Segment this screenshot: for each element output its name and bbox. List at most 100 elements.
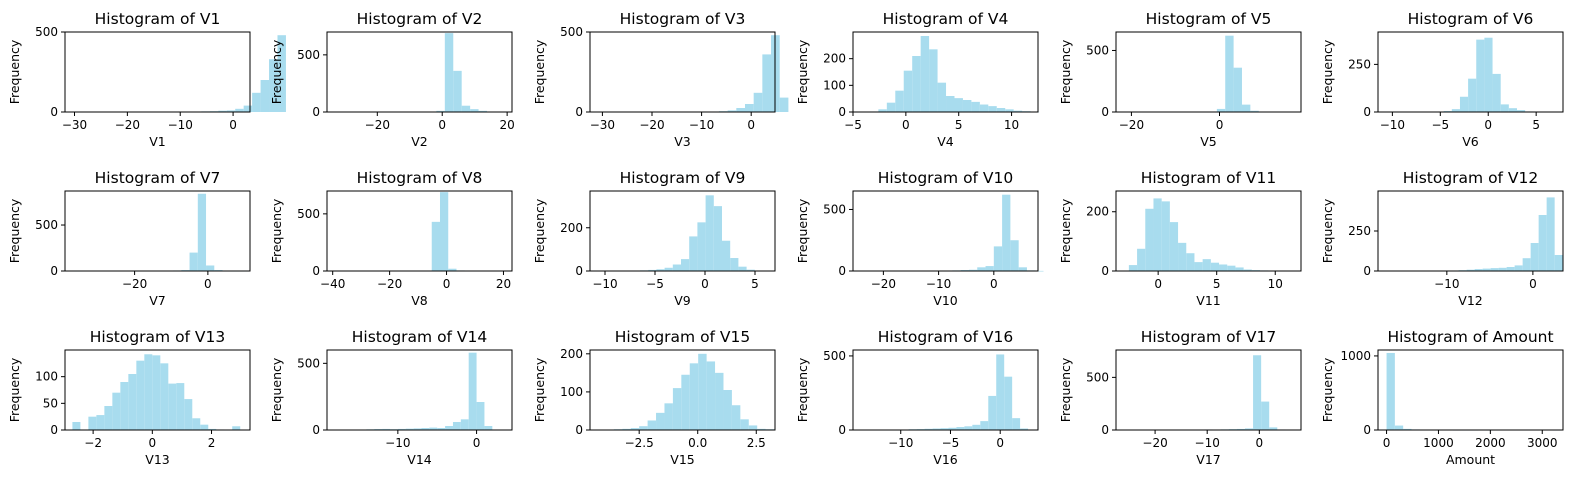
histogram-bar — [920, 36, 930, 112]
axes-frame — [326, 31, 513, 113]
histogram-bar — [88, 416, 97, 430]
histogram-bar — [1128, 265, 1138, 271]
y-tick-label: 500 — [1086, 43, 1109, 57]
histogram-bar — [736, 108, 745, 112]
histogram-bar — [226, 110, 236, 112]
x-tick-label: 5 — [751, 277, 759, 291]
histogram-bar — [235, 108, 244, 112]
histogram-bar — [705, 195, 714, 271]
x-tick-label: 2 — [208, 436, 216, 450]
x-tick-label: 0 — [990, 277, 998, 291]
y-tick-label: 500 — [297, 356, 320, 370]
histogram-bar — [757, 428, 766, 430]
histogram-bar — [1145, 208, 1154, 271]
x-tick-label: −20 — [365, 118, 390, 132]
y-tick-label: 100 — [823, 78, 846, 92]
histogram-bar — [996, 108, 1006, 112]
histogram-bar — [1161, 201, 1170, 271]
x-axis-label: V5 — [1200, 134, 1217, 149]
x-axis-label: Amount — [1446, 452, 1495, 467]
x-tick-label: 20 — [499, 118, 514, 132]
histogram-bar — [698, 353, 707, 430]
x-tick-label: 0 — [229, 118, 237, 132]
histogram-bar — [895, 90, 904, 112]
histogram-bar — [1012, 418, 1021, 430]
x-tick-label: 2.5 — [747, 436, 766, 450]
y-axis-label: Frequency — [1320, 39, 1335, 104]
axes-frame — [589, 31, 776, 113]
chart-title: Histogram of V9 — [620, 169, 746, 187]
histogram-bar — [689, 236, 698, 271]
histogram-bar — [962, 100, 972, 112]
histogram-bar — [1403, 428, 1412, 430]
x-tick-label: −20 — [1119, 118, 1144, 132]
x-axis-label: V13 — [145, 452, 169, 467]
histogram-bar — [269, 59, 278, 112]
histogram-bar — [468, 352, 477, 430]
histogram-bar — [912, 56, 921, 112]
histogram-bar — [144, 354, 153, 430]
histogram-bar — [1261, 401, 1270, 430]
histogram-bar — [727, 110, 737, 112]
axes-frame — [1115, 31, 1302, 113]
histogram-bar — [971, 101, 980, 112]
y-tick-label: 0 — [50, 423, 58, 437]
histogram-bar — [1490, 268, 1499, 271]
x-tick-label: 0 — [438, 118, 446, 132]
histogram-bar — [1227, 265, 1236, 271]
x-tick-label: 0 — [701, 277, 709, 291]
x-tick-label: −10 — [888, 436, 913, 450]
y-tick-label: 200 — [560, 347, 583, 361]
x-tick-label: 1000 — [1423, 436, 1454, 450]
histogram-bar — [656, 269, 665, 271]
x-tick-label: 0 — [902, 118, 910, 132]
histogram-bar — [1459, 96, 1469, 112]
histogram-bar — [444, 33, 454, 112]
histogram-bar — [436, 110, 445, 112]
y-axis-label: Frequency — [7, 357, 22, 422]
histogram-panel-1: −30 −20 −10 0 0 500 Histogram of V1 V1 Frequency — [7, 10, 286, 149]
x-tick-label: −10 — [168, 118, 193, 132]
histogram-bar — [1554, 255, 1563, 271]
axes-frame — [1377, 31, 1564, 113]
histogram-bar — [413, 428, 422, 430]
histogram-bar — [1386, 352, 1395, 430]
chart-title: Histogram of V8 — [357, 169, 483, 187]
histogram-bar — [1243, 269, 1252, 271]
histogram-bar — [779, 97, 789, 112]
histogram-bar — [639, 426, 648, 430]
x-tick-label: −10 — [385, 436, 410, 450]
x-axis-label: V16 — [933, 452, 958, 467]
histogram-bar — [1233, 67, 1242, 112]
histogram-bar — [1035, 270, 1044, 272]
x-tick-label: −30 — [590, 118, 615, 132]
x-tick-label: −5 — [1431, 118, 1449, 132]
histogram-panel-5: −20 0 0 500 Histogram of V5 V5 Frequency — [1058, 10, 1302, 149]
histogram-panel-7: −20 0 0 500 Histogram of V7 V7 Frequency — [7, 169, 251, 308]
y-tick-label: 0 — [1101, 423, 1109, 437]
histogram-panel-13: −2 0 2 0 50 100 Histogram of V13 V13 Frequency — [7, 328, 251, 467]
histogram-bar — [738, 266, 747, 271]
y-tick-label: 0 — [1363, 264, 1371, 278]
y-tick-label: 0 — [838, 105, 846, 119]
histogram-bar — [656, 412, 665, 430]
histogram-bar — [461, 105, 471, 112]
x-tick-label: 0 — [1529, 277, 1537, 291]
x-tick-label: 0 — [996, 436, 1004, 450]
x-tick-label: −10 — [1195, 436, 1220, 450]
x-tick-label: 0 — [204, 277, 212, 291]
y-tick-label: 250 — [1348, 57, 1371, 71]
histogram-bar — [740, 419, 749, 430]
axes-frame — [326, 349, 513, 431]
histogram-bar — [1474, 269, 1483, 271]
y-axis-label: Frequency — [795, 357, 810, 422]
histogram-panel-18: 0 1000 2000 3000 0 1000 Histogram of Amount Amo… — [1320, 328, 1564, 467]
histogram-bar — [1500, 104, 1509, 112]
histogram-bar — [1018, 267, 1027, 271]
histogram-bar — [277, 35, 286, 113]
histogram-bar — [980, 421, 989, 430]
y-tick-label: 200 — [823, 52, 846, 66]
histogram-bar — [929, 49, 938, 112]
histogram-bar — [996, 354, 1005, 430]
y-tick-label: 1000 — [1340, 349, 1371, 363]
